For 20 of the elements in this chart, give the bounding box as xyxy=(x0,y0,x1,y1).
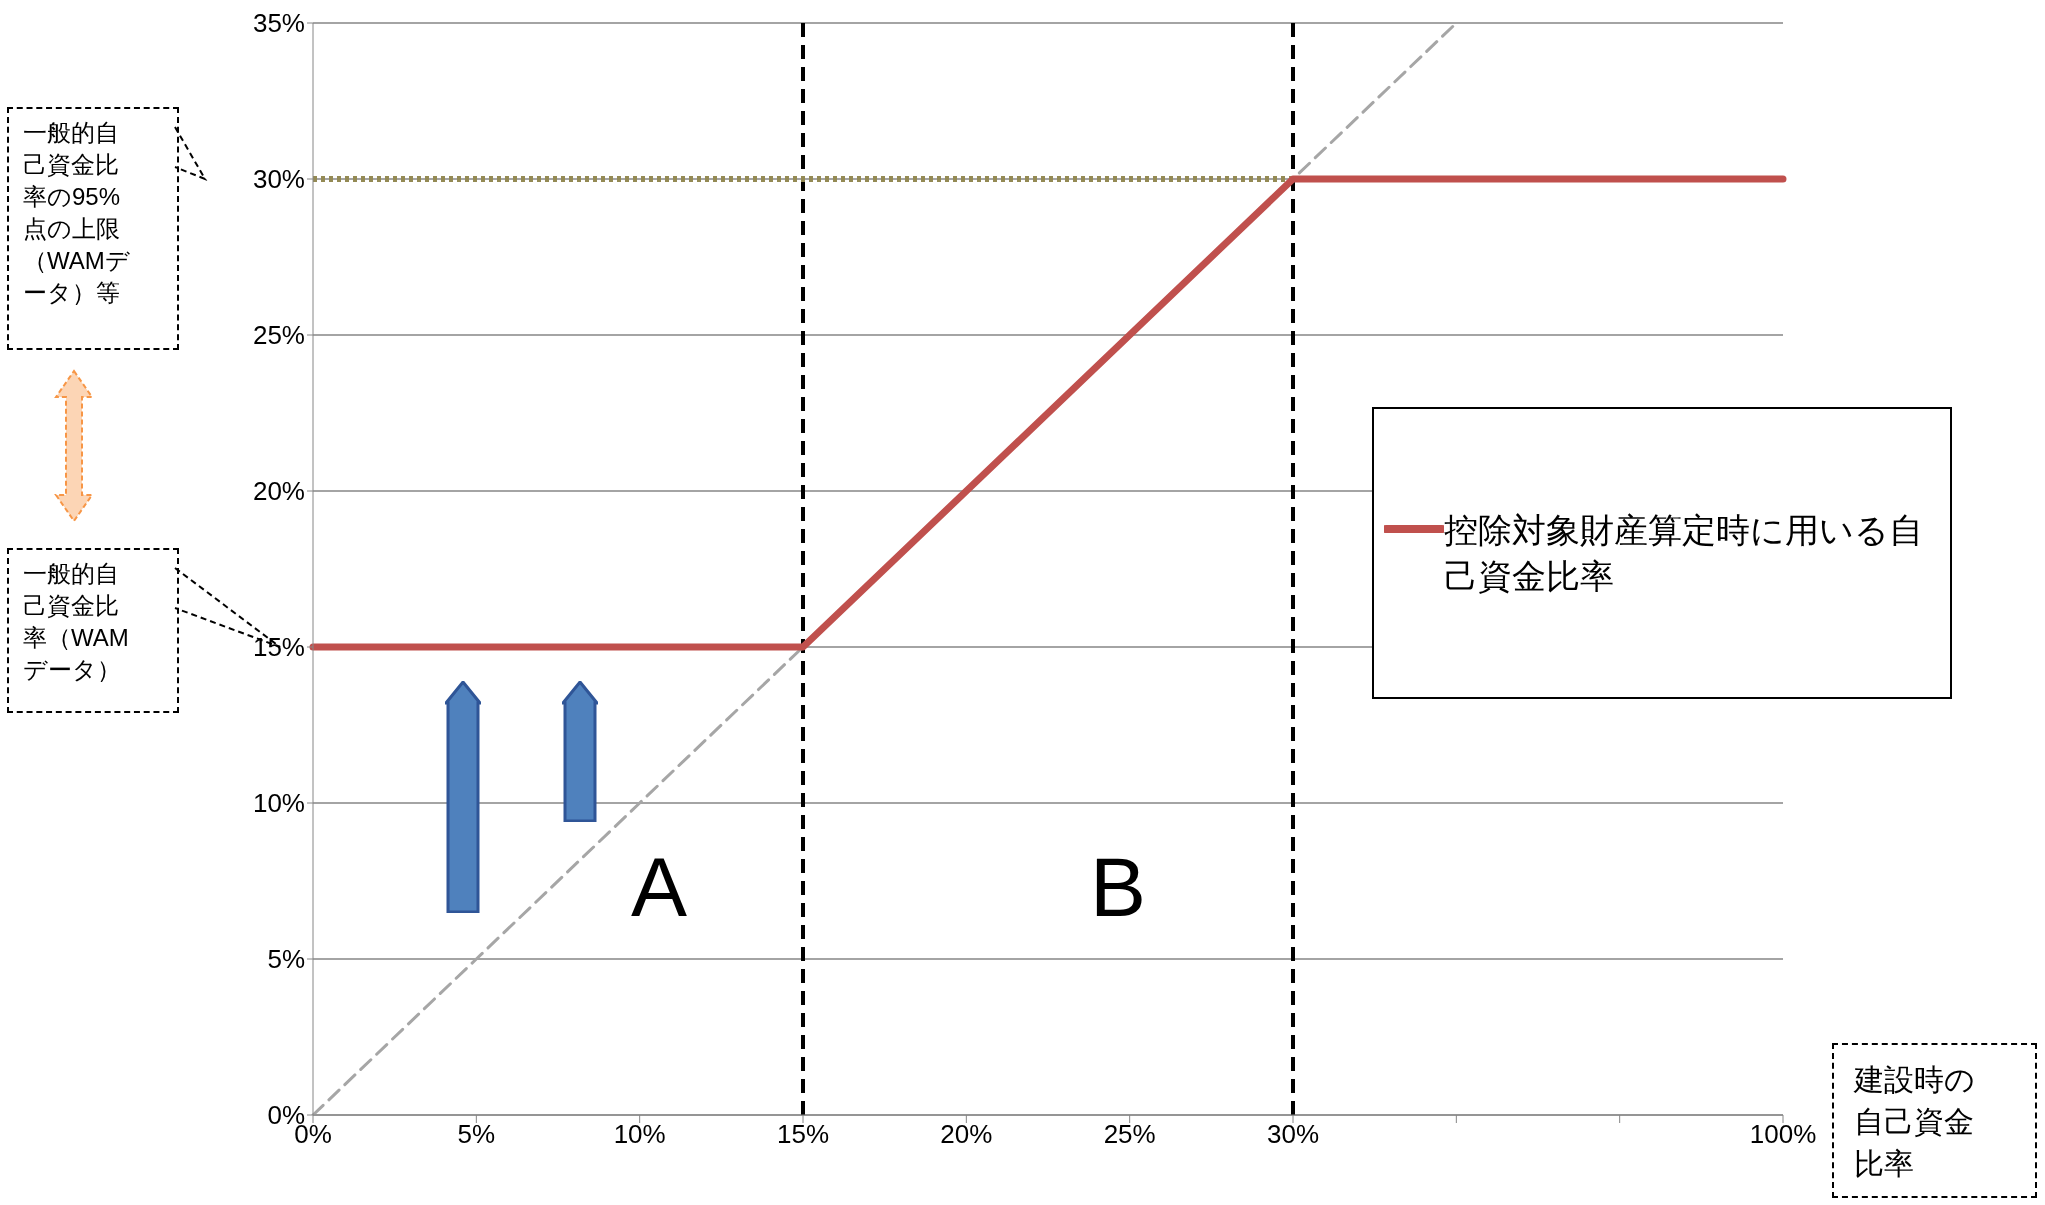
text: 一般的自己資金比率の95%点の上限（WAMデータ）等 xyxy=(7,107,179,350)
y-tick-label: 5% xyxy=(267,944,305,975)
y-tick-label: 25% xyxy=(252,320,305,351)
text: 建設時の自己資金比率 xyxy=(1832,1043,2037,1198)
x-tick-label: 5% xyxy=(457,1119,496,1150)
x-tick-label: 30% xyxy=(1266,1119,1320,1150)
y-tick-label: 30% xyxy=(252,164,305,195)
x-tick-label: 10% xyxy=(613,1119,666,1150)
y-tick-label: 20% xyxy=(252,476,305,507)
x-tick-label: 20% xyxy=(940,1119,993,1150)
x-tick-label: 25% xyxy=(1103,1119,1156,1150)
y-tick-label: 15% xyxy=(252,632,305,663)
x-tick-label: 100% xyxy=(1749,1119,1817,1150)
x-tick-label: 15% xyxy=(776,1119,830,1150)
y-tick-label: 10% xyxy=(252,788,305,819)
legend-label: 控除対象財産算定時に用いる自己資金比率 xyxy=(1444,510,1924,597)
text: 一般的自己資金比率（WAMデータ） xyxy=(7,548,179,713)
annotation: A xyxy=(630,839,688,936)
annotation: B xyxy=(1089,839,1147,936)
y-tick-label: 35% xyxy=(252,8,305,39)
